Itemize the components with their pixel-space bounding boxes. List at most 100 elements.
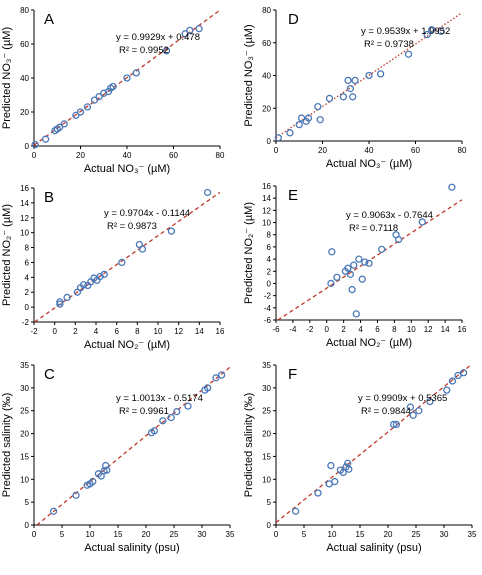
data-point [291, 507, 300, 515]
x-tick-label: 0 [32, 151, 37, 160]
y-tick-label: 8 [267, 231, 272, 240]
data-point [454, 371, 462, 380]
data-point [345, 465, 353, 473]
trendline [277, 199, 463, 321]
x-tick-label: 20 [76, 151, 85, 160]
y-tick-label: 5 [25, 498, 30, 507]
data-point [60, 120, 68, 128]
r-squared: R² = 0.9961 [119, 406, 169, 417]
data-point [339, 93, 348, 101]
data-point [89, 477, 97, 486]
x-axis-title: Actual NO₃⁻ (µM) [326, 158, 412, 170]
panel-label: B [44, 189, 54, 206]
regression-equation: y = 0.9704x - 0.1144 [104, 208, 190, 219]
y-tick-label: -4 [264, 304, 272, 313]
data-point [159, 417, 167, 425]
y-tick-label: 0 [25, 142, 30, 151]
data-point [448, 183, 456, 191]
data-point [304, 114, 313, 122]
data-point [100, 89, 108, 97]
x-tick-label: 0 [325, 325, 330, 334]
data-point [55, 123, 64, 131]
data-point [72, 111, 80, 120]
data-point [426, 397, 434, 406]
x-tick-label: 0 [52, 327, 57, 336]
data-point [314, 489, 322, 497]
y-tick-label: 2 [267, 267, 272, 276]
x-tick-label: 0 [274, 146, 279, 155]
y-axis-title: Predicted NO₃⁻ (µM) [243, 24, 255, 126]
regression-equation: y = 1.0013x - 0.5174 [116, 393, 203, 404]
data-point [409, 411, 417, 419]
y-tick-label: 25 [20, 407, 29, 416]
regression-equation: y = 0.9063x - 0.7644 [346, 210, 433, 221]
data-point [378, 245, 386, 253]
x-tick-label: 16 [458, 325, 467, 334]
data-point [56, 298, 64, 306]
trendline [33, 9, 221, 146]
x-tick-label: 25 [170, 530, 179, 539]
trendline [36, 366, 231, 526]
x-tick-label: 30 [440, 530, 449, 539]
x-tick-label: -6 [272, 325, 280, 334]
data-point [118, 258, 126, 267]
x-tick-label: 35 [468, 530, 477, 539]
y-axis-title: Predicted NO₂⁻ (µM) [243, 202, 255, 304]
x-tick-label: 10 [328, 530, 337, 539]
data-point [351, 76, 359, 85]
trendline [275, 12, 463, 139]
data-point [132, 69, 140, 77]
data-point [443, 386, 451, 394]
x-tick-label: 14 [195, 327, 204, 336]
chart-panel-d: 0 20 40 60 80 0 20 40 60 80 Dy = 0.9539x + 1.9952 R… [243, 6, 467, 170]
x-tick-label: 6 [114, 327, 119, 336]
x-tick-label: 4 [94, 327, 99, 336]
x-tick-label: 15 [114, 530, 123, 539]
y-tick-label: 20 [262, 104, 271, 113]
x-tick-label: 8 [135, 327, 140, 336]
x-tick-label: 8 [392, 325, 397, 334]
y-tick-label: 0 [267, 521, 272, 530]
y-tick-label: 20 [20, 430, 29, 439]
data-point [349, 93, 357, 101]
x-tick-label: 0 [274, 530, 279, 539]
data-point [376, 70, 385, 78]
x-tick-label: 25 [412, 530, 421, 539]
data-point [181, 30, 189, 38]
data-point [56, 300, 64, 308]
regression-equation: y = 0.9909x + 0.5365 [358, 393, 447, 404]
y-tick-label: 0 [25, 521, 30, 530]
data-point [123, 74, 131, 82]
r-squared: R² = 0.9873 [107, 221, 157, 232]
y-tick-label: -2 [264, 292, 272, 301]
x-tick-label: -2 [30, 327, 38, 336]
y-tick-label: 15 [20, 452, 29, 461]
data-point [333, 273, 341, 282]
data-point [79, 281, 88, 289]
data-point [41, 135, 50, 143]
data-point [173, 407, 181, 416]
x-tick-label: 20 [384, 530, 393, 539]
panel-label: A [44, 11, 54, 28]
x-tick-label: 40 [123, 151, 132, 160]
y-axis-title: Predicted NO₂⁻ (µM) [1, 204, 13, 306]
data-point [325, 94, 334, 103]
y-axis-title: Predicted salinity (‰) [243, 393, 255, 498]
y-tick-label: 20 [262, 430, 271, 439]
y-tick-label: 30 [262, 384, 271, 393]
x-tick-label: 10 [154, 327, 163, 336]
x-tick-label: 0 [32, 530, 37, 539]
x-tick-label: 2 [341, 325, 346, 334]
y-tick-label: 0 [267, 279, 272, 288]
data-point [90, 96, 99, 104]
chart-panel-b: -2 0 2 4 6 8 10 12 14 16 -2 0 2 4 6 8 10 12 14 16 By = 0.970… [1, 184, 225, 351]
r-squared: R² = 0.9738 [364, 39, 414, 50]
chart-panel-c: 0 5 10 15 20 25 30 35 0 5 10 15 20 25 30 35 Cy = 1.0013x… [1, 361, 235, 554]
data-point [203, 188, 212, 197]
x-tick-label: 10 [407, 325, 416, 334]
x-tick-label: 30 [198, 530, 207, 539]
y-tick-label: 8 [25, 244, 30, 253]
y-tick-label: 10 [262, 219, 271, 228]
data-point [297, 114, 306, 122]
